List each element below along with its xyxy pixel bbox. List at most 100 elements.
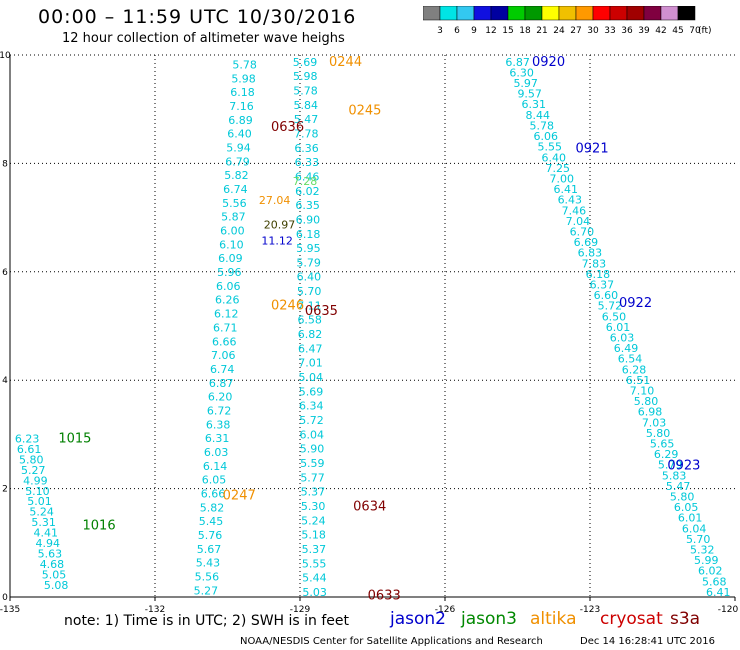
wave-height-value: 6.54 — [618, 353, 643, 366]
wave-height-value: 4.68 — [40, 558, 65, 571]
wave-height-value: 5.98 — [231, 72, 256, 85]
wave-height-value: 6.29 — [654, 448, 679, 461]
wave-height-value: 6.61 — [17, 443, 42, 456]
wave-height-value: 5.43 — [196, 557, 221, 570]
satellite-s3a: s3a — [670, 609, 701, 629]
color-legend: 3 6 9 12 15 18 21 24 27 30 33 36 39 42 45 70(ft) — [423, 6, 712, 36]
wave-height-value: 7.83 — [582, 257, 607, 270]
wave-height-value: 7.46 — [562, 204, 587, 217]
wave-height-value: 9.57 — [517, 88, 542, 101]
wave-height-value: 6.33 — [295, 156, 320, 169]
wave-height-value: 5.76 — [198, 529, 223, 542]
pass-time-label: 0922 — [619, 296, 652, 311]
legend-tick-label: 3 — [437, 26, 443, 36]
wave-height-value: 5.04 — [298, 371, 323, 384]
wave-height-value: 6.23 — [15, 433, 40, 446]
legend-tick-label: 18 — [519, 26, 531, 36]
wave-height-value: 6.90 — [296, 213, 321, 226]
wave-height-value: 5.55 — [302, 557, 327, 570]
wave-height-value: 5.98 — [293, 70, 318, 83]
wave-height-value: 6.87 — [209, 377, 234, 390]
y-tick-label: 4 — [2, 376, 8, 386]
wave-height-highlight: 7.28 — [293, 175, 318, 188]
wave-height-value: 6.72 — [207, 404, 232, 417]
x-tick-label: -132 — [145, 605, 165, 612]
wave-height-value: 6.47 — [298, 342, 323, 355]
wave-height-value: 8.44 — [525, 109, 550, 122]
wave-height-value: 5.47 — [294, 113, 319, 126]
wave-height-value: 5.47 — [666, 480, 691, 493]
wave-height-value: 7.16 — [229, 100, 254, 113]
satellite-jason3: jason3 — [461, 609, 517, 629]
wave-height-value: 6.58 — [297, 314, 322, 327]
wave-height-value: 5.67 — [197, 543, 222, 556]
wave-height-value: 6.35 — [295, 199, 320, 212]
wave-height-value: 6.50 — [602, 310, 627, 323]
y-tick-label: 8 — [2, 159, 8, 169]
legend-tick-label: 6 — [454, 26, 460, 36]
wave-height-value: 5.31 — [31, 516, 56, 529]
map-title: 00:00 – 11:59 UTC 10/30/2016 — [38, 6, 357, 28]
x-tick-label: -120 — [718, 605, 739, 612]
footer-note: note: 1) Time is in UTC; 2) SWH is in fe… — [64, 613, 350, 629]
wave-height-value: 5.72 — [299, 414, 324, 427]
wave-height-value: 5.37 — [302, 543, 327, 556]
pass-time-label: 1015 — [58, 432, 91, 447]
wave-height-value: 6.02 — [295, 185, 320, 198]
pass-time-label: 0923 — [667, 459, 700, 474]
wave-height-value: 6.38 — [206, 418, 231, 431]
legend-tick-label: 70 — [689, 26, 701, 36]
timestamp: Dec 14 16:28:41 UTC 2016 — [580, 636, 715, 647]
legend-tick-label: 15 — [502, 26, 513, 36]
wave-height-value: 5.94 — [226, 142, 251, 155]
wave-height-value: 6.05 — [674, 501, 699, 514]
wave-height-value: 6.41 — [706, 586, 731, 599]
wave-height-value: 6.18 — [296, 228, 321, 241]
wave-height-value: 6.41 — [554, 183, 579, 196]
wave-height-value: 6.18 — [230, 86, 255, 99]
wave-height-value: 6.43 — [558, 194, 583, 207]
pass-time-label: 0245 — [348, 104, 381, 119]
wave-height-value: 5.78 — [529, 119, 554, 132]
wave-height-value: 5.80 — [646, 427, 671, 440]
map-subtitle: 12 hour collection of altimeter wave hei… — [62, 31, 345, 46]
wave-height-value: 6.06 — [533, 130, 558, 143]
wave-height-value: 6.18 — [586, 268, 611, 281]
y-tick-label: 10 — [0, 51, 11, 61]
wave-height-value: 5.78 — [293, 84, 318, 97]
wave-height-value: 6.89 — [228, 114, 253, 127]
wave-height-value: 5.80 — [634, 395, 659, 408]
wave-height-value: 6.46 — [295, 170, 320, 183]
legend-tick-label: 27 — [570, 26, 581, 36]
wave-height-value: 6.60 — [594, 289, 619, 302]
wave-height-value: 5.01 — [27, 495, 51, 508]
wave-height-value: 7.06 — [211, 349, 236, 362]
wave-height-value: 6.51 — [626, 374, 651, 387]
wave-height-value: 7.00 — [550, 172, 575, 185]
legend-tick-label: 9 — [471, 26, 477, 36]
wave-height-value: 4.94 — [36, 537, 61, 550]
legend-tick-label: 45 — [672, 26, 683, 36]
wave-height-value: 5.10 — [25, 485, 50, 498]
wave-height-value: 6.03 — [610, 331, 635, 344]
pass-time-label: 0244 — [329, 55, 362, 70]
wave-height-value: 6.04 — [300, 428, 325, 441]
wave-height-value: 7.04 — [566, 215, 591, 228]
x-tick-label: -129 — [290, 605, 311, 612]
legend-unit: (ft) — [698, 26, 712, 36]
wave-height-value: 6.02 — [698, 565, 723, 578]
wave-height-value: 5.55 — [538, 141, 563, 154]
legend-tick-label: 21 — [536, 26, 547, 36]
pass-time-label: 0634 — [353, 499, 386, 514]
pass-time-label: 0920 — [532, 55, 565, 70]
legend-tick-label: 36 — [621, 26, 633, 36]
wave-height-value: 5.83 — [662, 469, 687, 482]
legend-swatch — [677, 6, 696, 21]
wave-height-value: 6.37 — [590, 278, 615, 291]
wave-height-value: 5.96 — [217, 266, 242, 279]
wave-height-value: 6.26 — [215, 294, 240, 307]
wave-height-value: 5.45 — [199, 515, 224, 528]
wave-height-value: 6.34 — [299, 400, 324, 413]
wave-height-value: 6.74 — [210, 363, 235, 376]
wave-height-value: 6.14 — [203, 460, 228, 473]
